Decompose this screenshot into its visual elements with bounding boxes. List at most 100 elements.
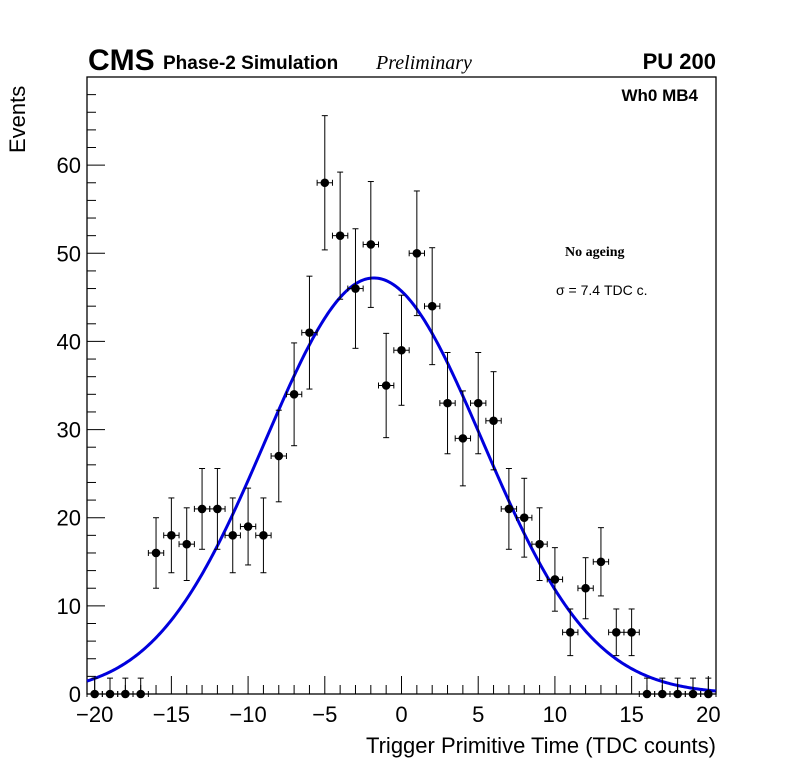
data-point: [132, 677, 149, 699]
data-point: [147, 517, 165, 589]
data-point: [362, 181, 379, 308]
x-tick-label: 0: [395, 702, 407, 727]
data-point: [516, 477, 533, 558]
x-tick-label: −10: [229, 702, 266, 727]
x-tick-label: −5: [312, 702, 337, 727]
data-marker: [121, 689, 130, 699]
data-point: [562, 608, 579, 657]
condition-label: No ageing: [565, 245, 625, 260]
status-label: Preliminary: [375, 52, 472, 74]
pileup-label: PU 200: [643, 49, 716, 74]
data-point: [301, 275, 318, 390]
x-tick-label: 20: [696, 702, 720, 727]
data-point: [101, 677, 119, 699]
data-marker: [673, 689, 682, 699]
data-point: [592, 527, 610, 597]
y-tick-label: 30: [57, 418, 81, 443]
data-point: [700, 677, 717, 699]
y-tick-labels: 0 10 20 30 40 50 60: [57, 153, 81, 707]
y-tick-label: 60: [57, 153, 81, 178]
data-point: [577, 557, 594, 620]
data-point: [193, 468, 211, 550]
y-tick-label: 40: [57, 329, 81, 354]
data-point: [163, 497, 180, 574]
data-marker: [489, 416, 498, 426]
data-points: [86, 115, 717, 699]
data-point: [439, 351, 456, 455]
data-marker: [90, 689, 99, 699]
data-marker: [458, 434, 468, 443]
data-point: [347, 228, 364, 349]
data-marker: [197, 504, 207, 514]
x-tick-label: −15: [153, 702, 190, 727]
data-marker: [473, 398, 483, 408]
data-point: [331, 171, 349, 300]
data-point: [608, 608, 625, 657]
data-marker: [182, 539, 192, 549]
data-point: [239, 487, 257, 566]
y-tick-label: 0: [69, 682, 81, 707]
data-marker: [412, 248, 422, 258]
gaussian-fit-curve: [86, 276, 717, 693]
data-point: [316, 115, 333, 251]
data-marker: [565, 628, 575, 637]
data-marker: [351, 284, 360, 293]
data-point: [408, 190, 426, 317]
data-marker: [136, 689, 145, 699]
x-tick-labels: −20 −15 −10 −5 0 5 10 15 20: [76, 702, 721, 727]
data-point: [623, 608, 640, 657]
y-tick-label: 20: [57, 506, 81, 531]
data-point: [178, 507, 195, 581]
data-marker: [596, 557, 606, 567]
x-tick-label: 15: [619, 702, 643, 727]
data-marker: [581, 583, 590, 593]
data-marker: [519, 513, 529, 523]
data-point: [638, 677, 656, 699]
data-point: [209, 468, 226, 550]
station-label: Wh0 MB4: [622, 86, 699, 105]
subtitle-label: Phase-2 Simulation: [163, 53, 338, 74]
data-point: [470, 351, 487, 455]
data-marker: [366, 240, 376, 249]
data-marker: [213, 504, 222, 514]
data-marker: [688, 689, 698, 699]
data-marker: [167, 531, 176, 540]
data-marker: [381, 381, 391, 390]
data-point: [669, 677, 686, 699]
data-marker: [274, 451, 284, 461]
y-tick-label: 10: [57, 594, 81, 619]
data-marker: [228, 531, 238, 540]
x-tick-label: 10: [543, 702, 567, 727]
data-point: [224, 497, 241, 574]
data-point: [270, 409, 287, 503]
data-marker: [704, 689, 713, 699]
data-point: [485, 371, 502, 471]
data-point: [531, 507, 548, 581]
data-point: [377, 332, 395, 439]
data-marker: [627, 628, 636, 637]
data-marker: [305, 328, 314, 337]
data-marker: [259, 531, 268, 540]
data-marker: [320, 178, 330, 188]
experiment-label: CMS: [88, 44, 155, 77]
data-marker: [535, 539, 544, 549]
data-marker: [658, 689, 667, 699]
data-marker: [642, 689, 652, 699]
x-axis-title: Trigger Primitive Time (TDC counts): [366, 733, 716, 758]
data-marker: [550, 575, 560, 584]
y-tick-label: 50: [57, 241, 81, 266]
data-point: [393, 294, 410, 406]
data-marker: [243, 522, 253, 531]
data-point: [255, 497, 272, 574]
data-marker: [504, 504, 514, 514]
x-tick-label: 5: [472, 702, 484, 727]
data-point: [285, 342, 303, 447]
data-marker: [151, 548, 161, 558]
data-marker: [397, 345, 406, 355]
y-axis-title: Events: [5, 86, 30, 153]
data-marker: [611, 628, 621, 637]
data-marker: [443, 398, 452, 408]
data-point: [424, 247, 441, 366]
sigma-label: σ = 7.4 TDC c.: [556, 282, 648, 298]
